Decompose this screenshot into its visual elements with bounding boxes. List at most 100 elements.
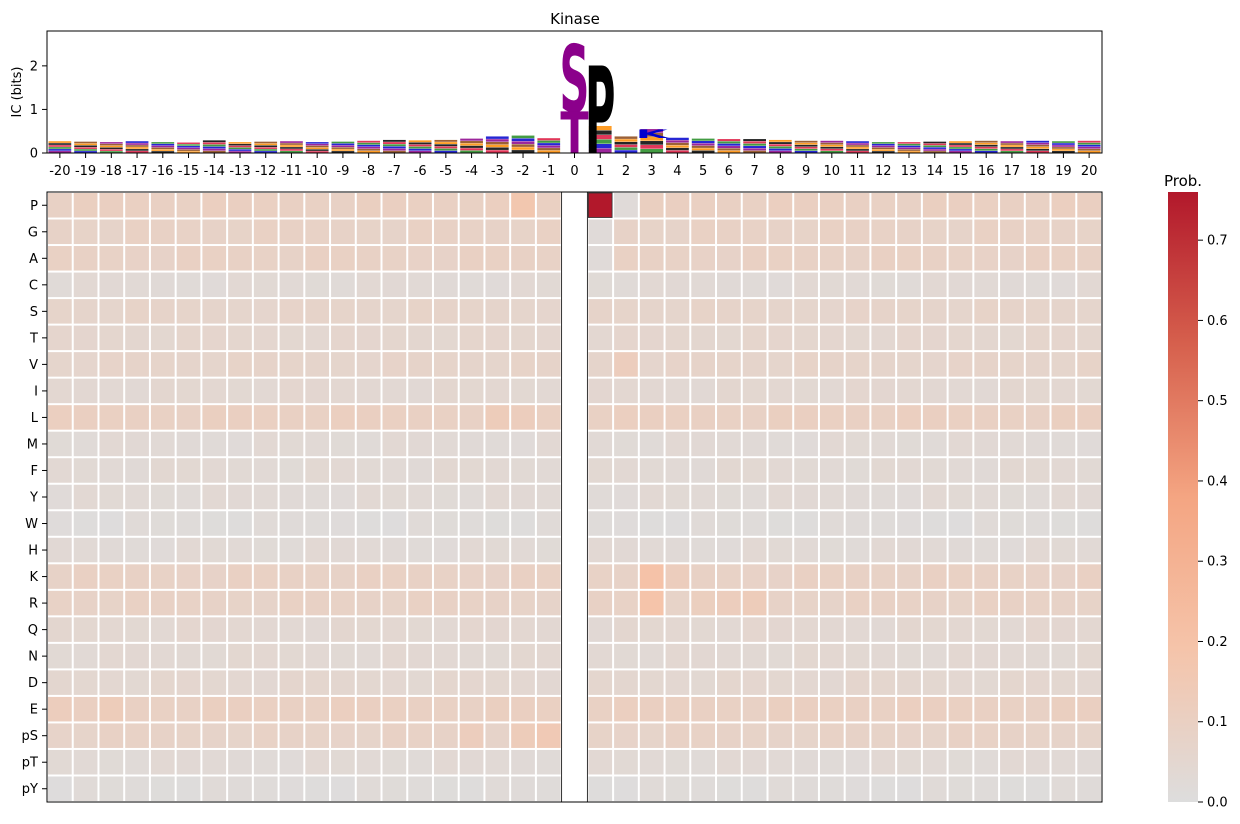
colorbar-tick-label: 0.2 xyxy=(1207,635,1228,650)
logo-background-letter xyxy=(485,139,509,142)
heatmap-cell xyxy=(253,484,278,510)
heatmap-cell xyxy=(279,458,304,483)
logo-background-letter xyxy=(743,143,766,146)
heatmap-cell xyxy=(73,246,98,271)
heatmap-cell xyxy=(125,246,149,271)
heatmap-cell xyxy=(794,749,818,775)
heatmap-cell xyxy=(125,458,149,483)
heatmap-cell xyxy=(588,643,613,669)
heatmap-cell xyxy=(922,193,947,218)
logo-background-letter xyxy=(460,148,483,151)
heatmap-cell xyxy=(305,431,330,457)
heatmap-cell xyxy=(253,272,278,298)
heatmap-cell xyxy=(897,246,921,271)
heatmap-row-label: F xyxy=(31,464,38,479)
heatmap-cell xyxy=(459,325,484,351)
heatmap-cell xyxy=(1000,193,1024,218)
heatmap-cell xyxy=(73,670,98,695)
heatmap-cell xyxy=(176,723,201,748)
heatmap-cell xyxy=(279,643,304,669)
heatmap-cell xyxy=(331,696,355,722)
heatmap-cell xyxy=(73,723,98,748)
heatmap-row-label: W xyxy=(25,517,38,532)
heatmap-cell xyxy=(974,696,999,722)
heatmap-cell xyxy=(614,670,638,695)
heatmap-cell xyxy=(73,378,98,404)
heatmap-cell xyxy=(433,511,458,536)
logo-background-letter xyxy=(820,150,844,153)
heatmap-cell xyxy=(819,193,844,218)
logo-background-letter xyxy=(768,142,792,144)
heatmap-cell xyxy=(202,219,227,245)
logo-background-letter xyxy=(666,145,689,148)
logo-background-letter xyxy=(254,145,278,148)
heatmap-cell xyxy=(356,696,381,722)
heatmap-cell xyxy=(253,299,278,324)
heatmap-cell xyxy=(99,617,124,642)
heatmap-cell xyxy=(948,564,973,589)
heatmap-cell xyxy=(1000,749,1024,775)
heatmap-cell xyxy=(125,431,149,457)
heatmap-cell xyxy=(897,643,921,669)
heatmap-cell xyxy=(691,352,716,377)
heatmap-cell xyxy=(73,219,98,245)
heatmap-cell xyxy=(948,723,973,748)
heatmap-cell xyxy=(1000,299,1024,324)
heatmap-cell xyxy=(639,696,664,722)
logo-background-letter xyxy=(151,149,175,151)
logo-background-letter xyxy=(460,141,483,144)
heatmap-cell xyxy=(1051,590,1076,616)
heatmap-cell xyxy=(459,670,484,695)
heatmap-cell xyxy=(588,272,613,298)
logo-background-letter xyxy=(614,144,638,148)
heatmap-cell xyxy=(922,246,947,271)
heatmap-cell xyxy=(73,299,98,324)
heatmap-cell xyxy=(48,246,72,271)
heatmap-cell xyxy=(356,219,381,245)
heatmap-cell xyxy=(768,299,793,324)
logo-background-letter xyxy=(537,148,561,151)
heatmap-cell xyxy=(536,537,561,563)
heatmap-cell xyxy=(253,590,278,616)
heatmap-cell xyxy=(331,590,355,616)
heatmap-cell xyxy=(536,299,561,324)
heatmap-cell xyxy=(382,564,407,589)
heatmap-cell xyxy=(176,272,201,298)
heatmap-cell xyxy=(176,378,201,404)
heatmap-cell xyxy=(922,564,947,589)
heatmap-cell xyxy=(99,537,124,563)
heatmap-cell xyxy=(99,405,124,430)
heatmap-cell xyxy=(228,219,252,245)
heatmap-cell xyxy=(897,696,921,722)
heatmap-cell xyxy=(202,405,227,430)
heatmap-cell xyxy=(176,193,201,218)
logo-background-letter xyxy=(151,151,175,153)
heatmap-cell xyxy=(768,325,793,351)
logo-background-letter xyxy=(717,139,741,142)
heatmap-cell xyxy=(794,511,818,536)
heatmap-cell xyxy=(331,749,355,775)
logo-x-tick-label: -3 xyxy=(491,164,504,179)
logo-background-letter xyxy=(588,144,612,149)
heatmap-cell xyxy=(871,617,896,642)
logo-background-letter xyxy=(1052,141,1075,143)
heatmap-cell xyxy=(305,537,330,563)
heatmap-row-label: N xyxy=(28,650,38,665)
heatmap-cell xyxy=(1000,272,1024,298)
heatmap-cell xyxy=(588,378,613,404)
heatmap-cell xyxy=(150,431,175,457)
heatmap-cell xyxy=(99,590,124,616)
heatmap-cell xyxy=(588,458,613,483)
heatmap-cell xyxy=(665,431,690,457)
logo-background-letter xyxy=(48,151,72,153)
logo-background-letter xyxy=(588,139,612,144)
heatmap-cell xyxy=(125,511,149,536)
heatmap-cell xyxy=(922,458,947,483)
logo-background-letter xyxy=(254,141,278,144)
heatmap-cell xyxy=(794,643,818,669)
heatmap-cell xyxy=(408,723,432,748)
heatmap-cell xyxy=(305,590,330,616)
logo-background-letter xyxy=(357,146,381,149)
heatmap-cell xyxy=(48,537,72,563)
logo-background-letter xyxy=(151,143,175,146)
